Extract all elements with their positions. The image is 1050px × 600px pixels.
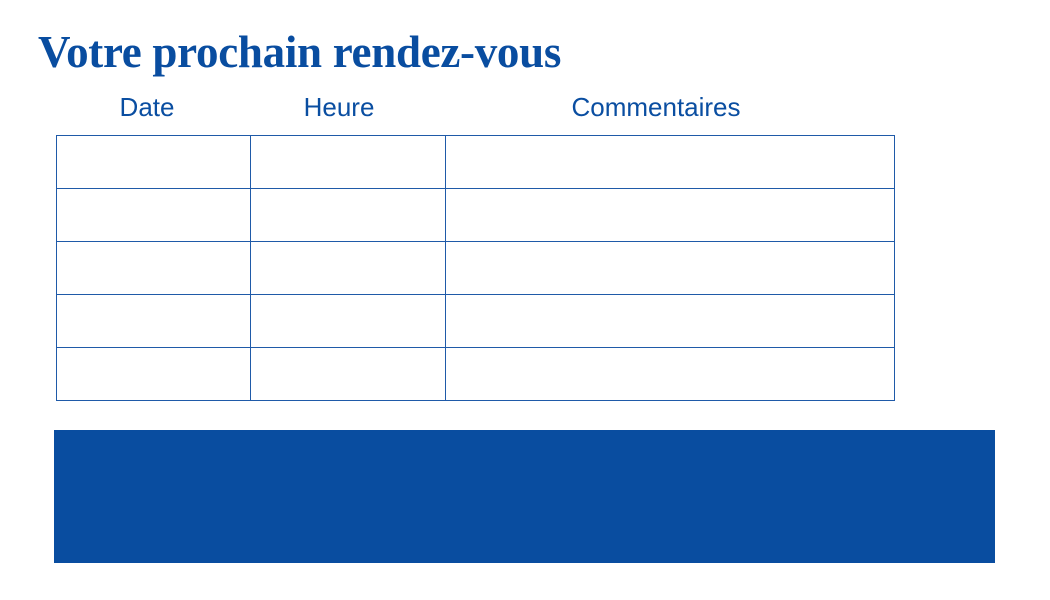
cell-heure[interactable] — [250, 241, 446, 295]
cell-commentaires[interactable] — [445, 294, 895, 348]
column-header-date: Date — [119, 92, 175, 122]
cell-commentaires[interactable] — [445, 188, 895, 242]
cell-date[interactable] — [56, 294, 251, 348]
cell-date[interactable] — [56, 188, 251, 242]
appointment-table — [56, 135, 895, 401]
table-row — [56, 188, 895, 242]
table-row — [56, 347, 895, 401]
table-row — [56, 241, 895, 295]
column-header-heure: Heure — [303, 92, 375, 122]
cell-heure[interactable] — [250, 347, 446, 401]
cell-date[interactable] — [56, 241, 251, 295]
column-header-commentaires: Commentaires — [571, 92, 741, 122]
blue-banner — [54, 430, 995, 563]
cell-commentaires[interactable] — [445, 347, 895, 401]
cell-date[interactable] — [56, 135, 251, 189]
cell-heure[interactable] — [250, 294, 446, 348]
cell-heure[interactable] — [250, 188, 446, 242]
cell-commentaires[interactable] — [445, 135, 895, 189]
page-title: Votre prochain rendez-vous — [38, 27, 562, 77]
table-row — [56, 135, 895, 189]
cell-commentaires[interactable] — [445, 241, 895, 295]
cell-date[interactable] — [56, 347, 251, 401]
cell-heure[interactable] — [250, 135, 446, 189]
table-row — [56, 294, 895, 348]
